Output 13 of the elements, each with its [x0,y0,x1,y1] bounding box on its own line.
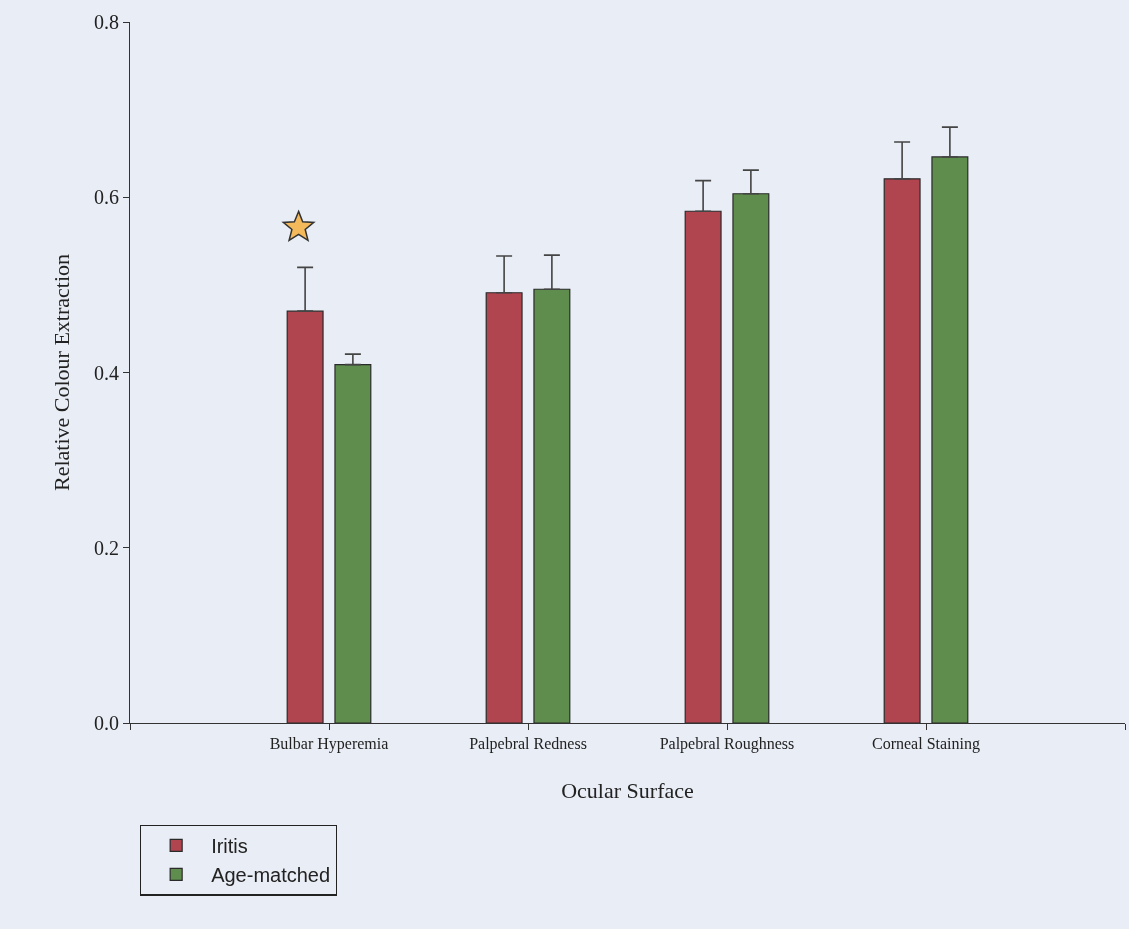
legend-label: Iritis [211,835,248,858]
y-tick-label: 0.2 [94,536,119,559]
y-axis-title: Relative Colour Extraction [48,253,74,492]
y-tick-label: 0.4 [94,361,119,384]
y-tick-label: 0.0 [94,712,119,734]
x-tick-label: Palpebral Roughness [659,735,795,754]
y-tick-label: 0.8 [94,11,119,33]
x-axis-title: Ocular Surface [561,778,694,804]
x-tick-label: Bulbar Hyperemia [269,735,389,754]
legend-label: Age-matched [211,864,331,887]
x-tick-label: Palpebral Redness [469,735,587,754]
y-tick-label: 0.6 [94,186,119,209]
x-tick-label: Corneal Staining [872,735,980,754]
